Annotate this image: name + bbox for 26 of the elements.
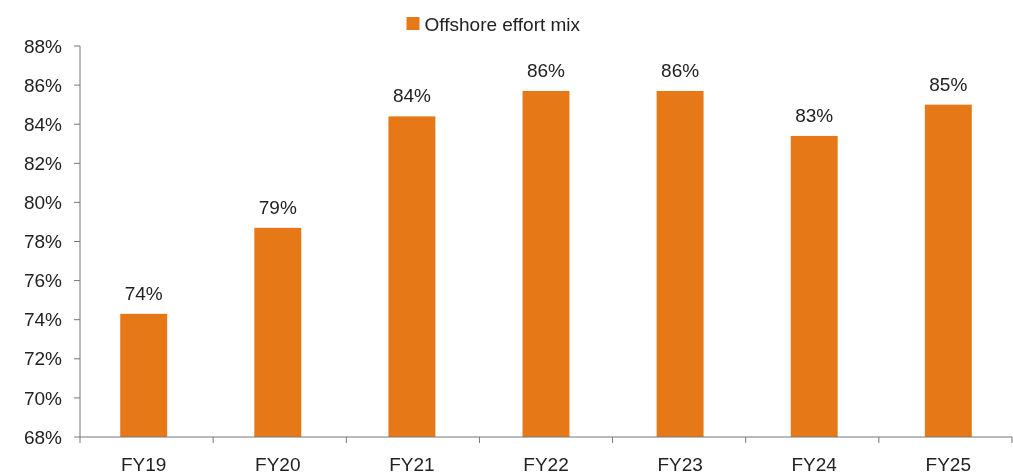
y-tick-label: 68% <box>23 426 63 448</box>
y-tick-label: 80% <box>23 192 63 214</box>
data-label: 86% <box>661 59 700 81</box>
data-label: 84% <box>392 85 432 107</box>
y-tick-label: 78% <box>23 231 63 253</box>
data-label: 79% <box>258 196 297 218</box>
y-tick-label: 84% <box>23 113 63 135</box>
data-label: 85% <box>929 73 968 95</box>
x-tick-label: FY25 <box>925 454 972 475</box>
x-tick-label: FY19 <box>120 454 167 475</box>
y-tick-label: 72% <box>23 348 63 370</box>
x-tick-label: FY22 <box>523 454 569 475</box>
data-label: 74% <box>124 282 163 304</box>
y-tick-label: 70% <box>23 387 63 409</box>
legend-label: Offshore effort mix <box>424 13 581 35</box>
data-label: 86% <box>526 59 566 81</box>
y-tick-label: 86% <box>23 74 63 96</box>
x-tick-label: FY23 <box>657 454 703 475</box>
data-label: 83% <box>795 104 834 126</box>
x-tick-label: FY20 <box>255 454 301 475</box>
y-tick-label: 76% <box>23 270 63 292</box>
y-tick-label: 74% <box>23 309 63 331</box>
x-tick-label: FY24 <box>791 454 838 475</box>
x-tick-label: FY21 <box>389 454 435 475</box>
y-tick-label: 82% <box>23 152 63 174</box>
y-tick-label: 88% <box>23 35 63 57</box>
